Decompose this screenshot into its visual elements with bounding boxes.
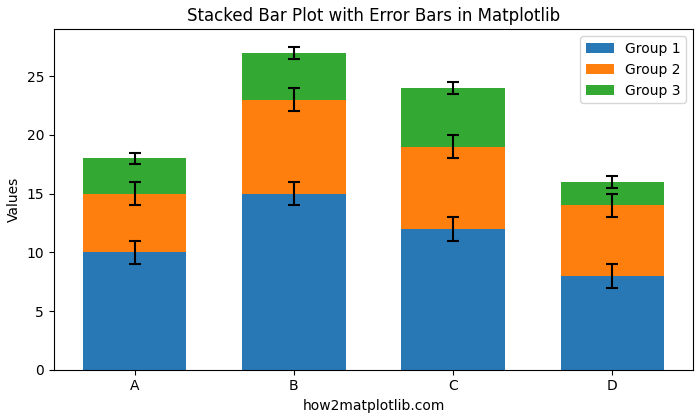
Bar [561, 205, 664, 276]
X-axis label: how2matplotlib.com: how2matplotlib.com [302, 399, 444, 413]
Bar [561, 276, 664, 370]
Bar [83, 194, 186, 252]
Title: Stacked Bar Plot with Error Bars in Matplotlib: Stacked Bar Plot with Error Bars in Matp… [187, 7, 560, 25]
Bar [242, 194, 346, 370]
Bar [83, 158, 186, 194]
Legend: Group 1, Group 2, Group 3: Group 1, Group 2, Group 3 [580, 36, 686, 103]
Bar [242, 53, 346, 100]
Bar [401, 147, 505, 229]
Bar [401, 88, 505, 147]
Y-axis label: Values: Values [7, 177, 21, 222]
Bar [401, 229, 505, 370]
Bar [242, 100, 346, 194]
Bar [561, 182, 664, 205]
Bar [83, 252, 186, 370]
